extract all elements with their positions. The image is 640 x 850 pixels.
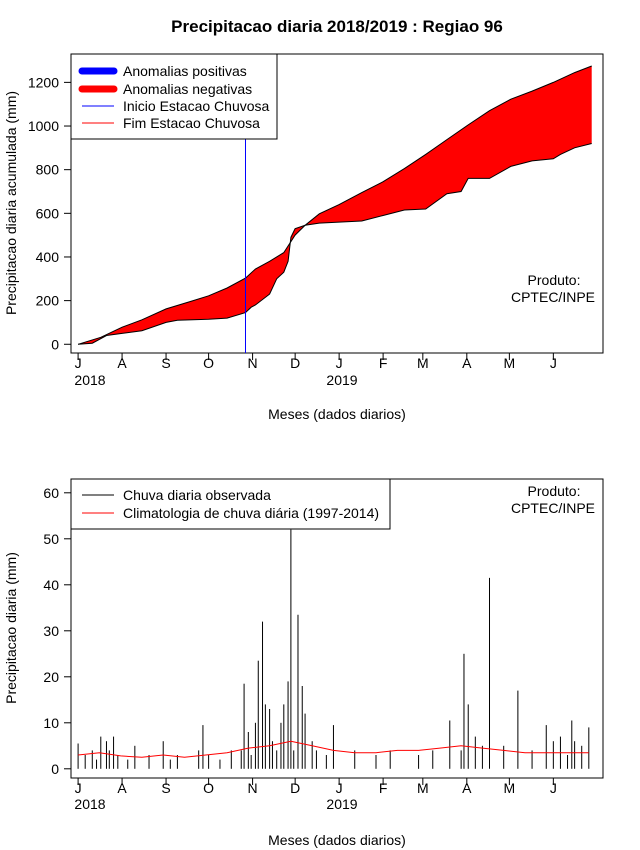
y-tick-label: 0	[51, 336, 59, 352]
year-label-2018-bottom: 2018	[74, 796, 105, 812]
y-tick-label: 20	[43, 669, 59, 685]
year-label-2019: 2019	[326, 372, 357, 388]
y-tick-label: 60	[43, 485, 59, 501]
daily-y-axis: 0 10 20 30 40 50 60	[43, 485, 71, 777]
x-tick-label: F	[379, 780, 388, 796]
y-tick-label: 600	[36, 205, 60, 221]
x-tick-label: F	[379, 355, 388, 371]
x-tick-label: A	[462, 780, 472, 796]
y-tick-label: 30	[43, 623, 59, 639]
cumulative-y-label: Precipitacao diaria acumulada (mm)	[3, 91, 19, 315]
year-label-2018: 2018	[74, 372, 105, 388]
climatology-daily-line	[78, 740, 589, 758]
legend-label-end: Fim Estacao Chuvosa	[123, 115, 260, 131]
y-tick-label: 200	[36, 293, 60, 309]
cumulative-legend: Anomalias positivas Anomalias negativas …	[70, 53, 278, 140]
climatology-cumulative-line	[77, 65, 592, 345]
negative-anomaly-area	[78, 66, 592, 345]
x-tick-label: J	[336, 780, 343, 796]
x-tick-label: J	[550, 355, 557, 371]
x-tick-label: M	[504, 780, 516, 796]
daily-panel: 0 10 20 30 40 50 60 J A S O N D J F M A M J 2018 2019 Mes…	[3, 478, 604, 848]
x-tick-label: D	[290, 780, 300, 796]
y-tick-label: 1000	[28, 118, 59, 134]
y-tick-label: 50	[43, 531, 59, 547]
y-tick-label: 400	[36, 249, 60, 265]
y-tick-label: 40	[43, 577, 59, 593]
legend-label-observed: Chuva diaria observada	[123, 487, 271, 503]
x-tick-label: M	[417, 780, 429, 796]
x-tick-label: S	[161, 355, 170, 371]
legend-label-negative: Anomalias negativas	[123, 81, 252, 97]
y-tick-label: 800	[36, 162, 60, 178]
x-tick-label: O	[203, 355, 214, 371]
legend-label-start: Inicio Estacao Chuvosa	[123, 98, 270, 114]
x-tick-label: O	[203, 780, 214, 796]
observed-cumulative-line	[78, 143, 592, 345]
legend-box-bottom	[70, 478, 391, 530]
x-tick-label: M	[417, 355, 429, 371]
y-tick-label: 10	[43, 715, 59, 731]
x-tick-label: D	[290, 355, 300, 371]
x-tick-label: M	[504, 355, 516, 371]
x-tick-label: N	[248, 355, 258, 371]
x-tick-label: N	[248, 780, 258, 796]
legend-label-positive: Anomalias positivas	[123, 63, 247, 79]
daily-x-label: Meses (dados diarios)	[268, 832, 406, 848]
x-tick-label: J	[550, 780, 557, 796]
credit-line-1-bottom: Produto:	[528, 483, 581, 499]
y-tick-label: 1200	[28, 74, 59, 90]
x-tick-label: A	[462, 355, 472, 371]
x-tick-label: J	[75, 355, 82, 371]
observed-daily-bars	[77, 529, 590, 769]
daily-y-label: Precipitacao diaria (mm)	[3, 552, 19, 704]
x-tick-label: S	[161, 780, 170, 796]
credit-line-2: CPTEC/INPE	[511, 289, 595, 305]
x-tick-label: J	[75, 780, 82, 796]
credit-line-2-bottom: CPTEC/INPE	[511, 500, 595, 516]
x-tick-label: A	[117, 780, 127, 796]
credit-line-1: Produto:	[528, 272, 581, 288]
legend-label-climatology: Climatologia de chuva diária (1997-2014)	[123, 505, 379, 521]
chart-title: Precipitacao diaria 2018/2019 : Regiao 9…	[171, 17, 503, 36]
cumulative-x-label: Meses (dados diarios)	[268, 406, 406, 422]
x-tick-label: J	[336, 355, 343, 371]
daily-legend: Chuva diaria observada Climatologia de c…	[70, 478, 391, 530]
x-tick-label: A	[117, 355, 127, 371]
cumulative-y-axis: 0 200 400 600 800 1000 1200	[28, 74, 71, 352]
year-label-2019-bottom: 2019	[326, 796, 357, 812]
y-tick-label: 0	[51, 761, 59, 777]
